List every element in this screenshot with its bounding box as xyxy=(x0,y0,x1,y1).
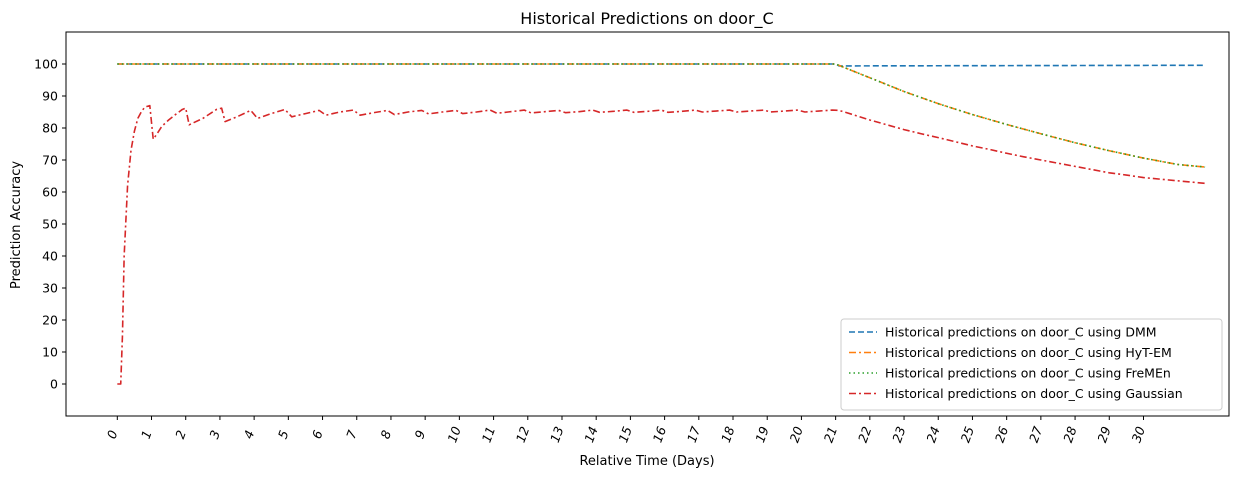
legend-entry-1: Historical predictions on door_C using H… xyxy=(885,345,1172,360)
y-axis-label: Prediction Accuracy xyxy=(9,161,24,289)
y-tick-label: 90 xyxy=(42,89,58,104)
x-tick-label: 29 xyxy=(1094,424,1114,444)
x-tick-label: 13 xyxy=(547,424,567,444)
y-tick-label: 50 xyxy=(42,217,58,232)
x-tick-label: 23 xyxy=(889,424,909,444)
x-tick-label: 19 xyxy=(752,424,772,444)
y-tick-label: 70 xyxy=(42,153,58,168)
x-tick-label: 28 xyxy=(1060,424,1080,444)
y-tick-label: 100 xyxy=(34,57,58,72)
x-tick-label: 16 xyxy=(650,424,670,444)
y-tick-label: 60 xyxy=(42,185,58,200)
x-tick-label: 15 xyxy=(615,424,635,444)
series-line-3 xyxy=(117,104,1206,385)
x-tick-label: 10 xyxy=(444,424,464,444)
legend-entry-3: Historical predictions on door_C using G… xyxy=(885,386,1183,401)
y-tick-label: 40 xyxy=(42,249,58,264)
x-tick-label: 14 xyxy=(581,424,601,444)
y-tick-label: 80 xyxy=(42,121,58,136)
x-tick-label: 17 xyxy=(684,424,704,444)
x-tick-label: 18 xyxy=(718,424,738,444)
x-tick-label: 12 xyxy=(513,424,533,444)
y-tick-label: 30 xyxy=(42,281,58,296)
legend-entry-2: Historical predictions on door_C using F… xyxy=(885,366,1171,381)
x-tick-label: 25 xyxy=(957,424,977,444)
y-tick-label: 10 xyxy=(42,345,58,360)
x-tick-label: 24 xyxy=(923,424,943,444)
y-tick-label: 20 xyxy=(42,313,58,328)
x-tick-label: 20 xyxy=(786,424,806,444)
x-tick-label: 21 xyxy=(821,424,841,444)
x-tick-label: 27 xyxy=(1026,424,1046,444)
x-axis-label: Relative Time (Days) xyxy=(579,454,714,469)
x-tick-label: 11 xyxy=(479,424,499,444)
legend: Historical predictions on door_C using D… xyxy=(840,318,1223,411)
x-tick-label: 30 xyxy=(1128,424,1148,444)
legend-entry-0: Historical predictions on door_C using D… xyxy=(885,325,1157,340)
plot-area xyxy=(117,63,1206,385)
chart-title: Historical Predictions on door_C xyxy=(520,9,773,29)
y-tick-label: 0 xyxy=(50,377,58,392)
x-tick-label: 22 xyxy=(855,424,875,444)
legend-box xyxy=(840,318,1223,411)
x-tick-label: 26 xyxy=(992,424,1012,444)
series-line-2 xyxy=(117,63,1206,168)
